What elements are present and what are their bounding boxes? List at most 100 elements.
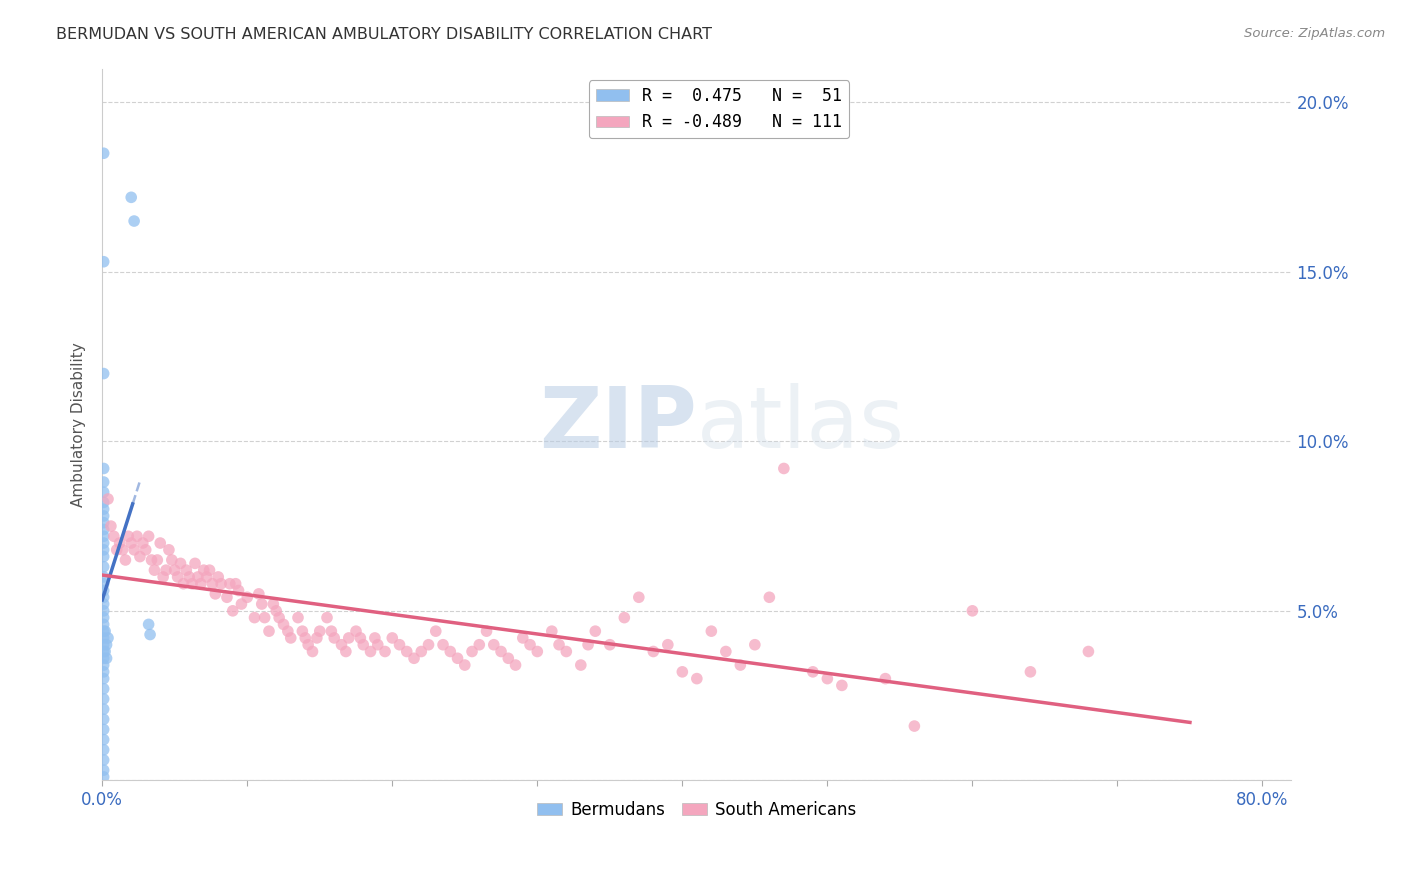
Point xyxy=(291,624,314,639)
Point xyxy=(262,597,284,611)
Point xyxy=(117,529,139,543)
Point xyxy=(273,617,295,632)
Point xyxy=(277,624,299,639)
Text: Source: ZipAtlas.com: Source: ZipAtlas.com xyxy=(1244,27,1385,40)
Point xyxy=(93,763,115,777)
Point xyxy=(773,461,796,475)
Point xyxy=(172,576,194,591)
Point xyxy=(184,557,207,571)
Point xyxy=(1019,665,1042,679)
Point xyxy=(93,681,115,696)
Point xyxy=(93,570,115,584)
Point xyxy=(231,597,253,611)
Point xyxy=(179,570,201,584)
Point xyxy=(247,587,270,601)
Point xyxy=(166,570,188,584)
Point xyxy=(93,672,115,686)
Point xyxy=(204,587,226,601)
Point xyxy=(671,665,693,679)
Point xyxy=(555,644,578,658)
Point xyxy=(218,576,240,591)
Point xyxy=(93,597,115,611)
Point xyxy=(468,638,491,652)
Point xyxy=(512,631,534,645)
Point xyxy=(308,624,330,639)
Point xyxy=(93,502,115,516)
Point xyxy=(613,610,636,624)
Point xyxy=(138,529,160,543)
Point xyxy=(125,529,148,543)
Point xyxy=(181,576,204,591)
Point xyxy=(93,732,115,747)
Point xyxy=(93,549,115,564)
Point xyxy=(93,591,115,605)
Point xyxy=(222,604,245,618)
Point xyxy=(250,597,273,611)
Point xyxy=(94,644,117,658)
Point xyxy=(111,542,134,557)
Point xyxy=(364,631,387,645)
Point xyxy=(93,644,115,658)
Point xyxy=(744,638,766,652)
Point xyxy=(335,644,357,658)
Point xyxy=(93,692,115,706)
Point xyxy=(236,591,259,605)
Point xyxy=(96,638,118,652)
Point xyxy=(360,644,382,658)
Y-axis label: Ambulatory Disability: Ambulatory Disability xyxy=(72,342,86,507)
Point xyxy=(201,576,224,591)
Point xyxy=(454,658,477,673)
Point xyxy=(93,576,115,591)
Point xyxy=(190,576,212,591)
Point xyxy=(122,542,145,557)
Point xyxy=(157,542,180,557)
Point xyxy=(475,624,498,639)
Point xyxy=(187,570,209,584)
Point xyxy=(1077,644,1099,658)
Point xyxy=(163,563,186,577)
Point xyxy=(599,638,621,652)
Point xyxy=(367,638,389,652)
Point xyxy=(93,495,115,509)
Point xyxy=(103,529,125,543)
Point xyxy=(120,536,142,550)
Point xyxy=(152,570,174,584)
Point xyxy=(498,651,520,665)
Point xyxy=(686,672,709,686)
Point xyxy=(93,743,115,757)
Legend: Bermudans, South Americans: Bermudans, South Americans xyxy=(530,794,863,825)
Point xyxy=(337,631,360,645)
Point xyxy=(301,644,323,658)
Point xyxy=(93,475,115,489)
Point xyxy=(583,624,606,639)
Point xyxy=(344,624,367,639)
Point xyxy=(519,638,541,652)
Point xyxy=(831,678,853,692)
Point xyxy=(93,658,115,673)
Point xyxy=(93,712,115,726)
Point xyxy=(801,665,824,679)
Point xyxy=(305,631,328,645)
Point xyxy=(94,624,117,639)
Point xyxy=(176,563,198,577)
Point xyxy=(962,604,984,618)
Point xyxy=(758,591,780,605)
Point xyxy=(540,624,562,639)
Point xyxy=(349,631,371,645)
Text: atlas: atlas xyxy=(697,383,905,466)
Point xyxy=(105,542,128,557)
Point xyxy=(321,624,343,639)
Point xyxy=(381,631,404,645)
Point xyxy=(93,146,115,161)
Point xyxy=(207,570,229,584)
Point xyxy=(149,536,172,550)
Point xyxy=(139,627,162,641)
Point xyxy=(141,553,163,567)
Point xyxy=(228,583,250,598)
Point xyxy=(482,638,505,652)
Point xyxy=(269,610,291,624)
Point xyxy=(425,624,447,639)
Point xyxy=(215,591,238,605)
Point xyxy=(287,610,309,624)
Point xyxy=(120,190,142,204)
